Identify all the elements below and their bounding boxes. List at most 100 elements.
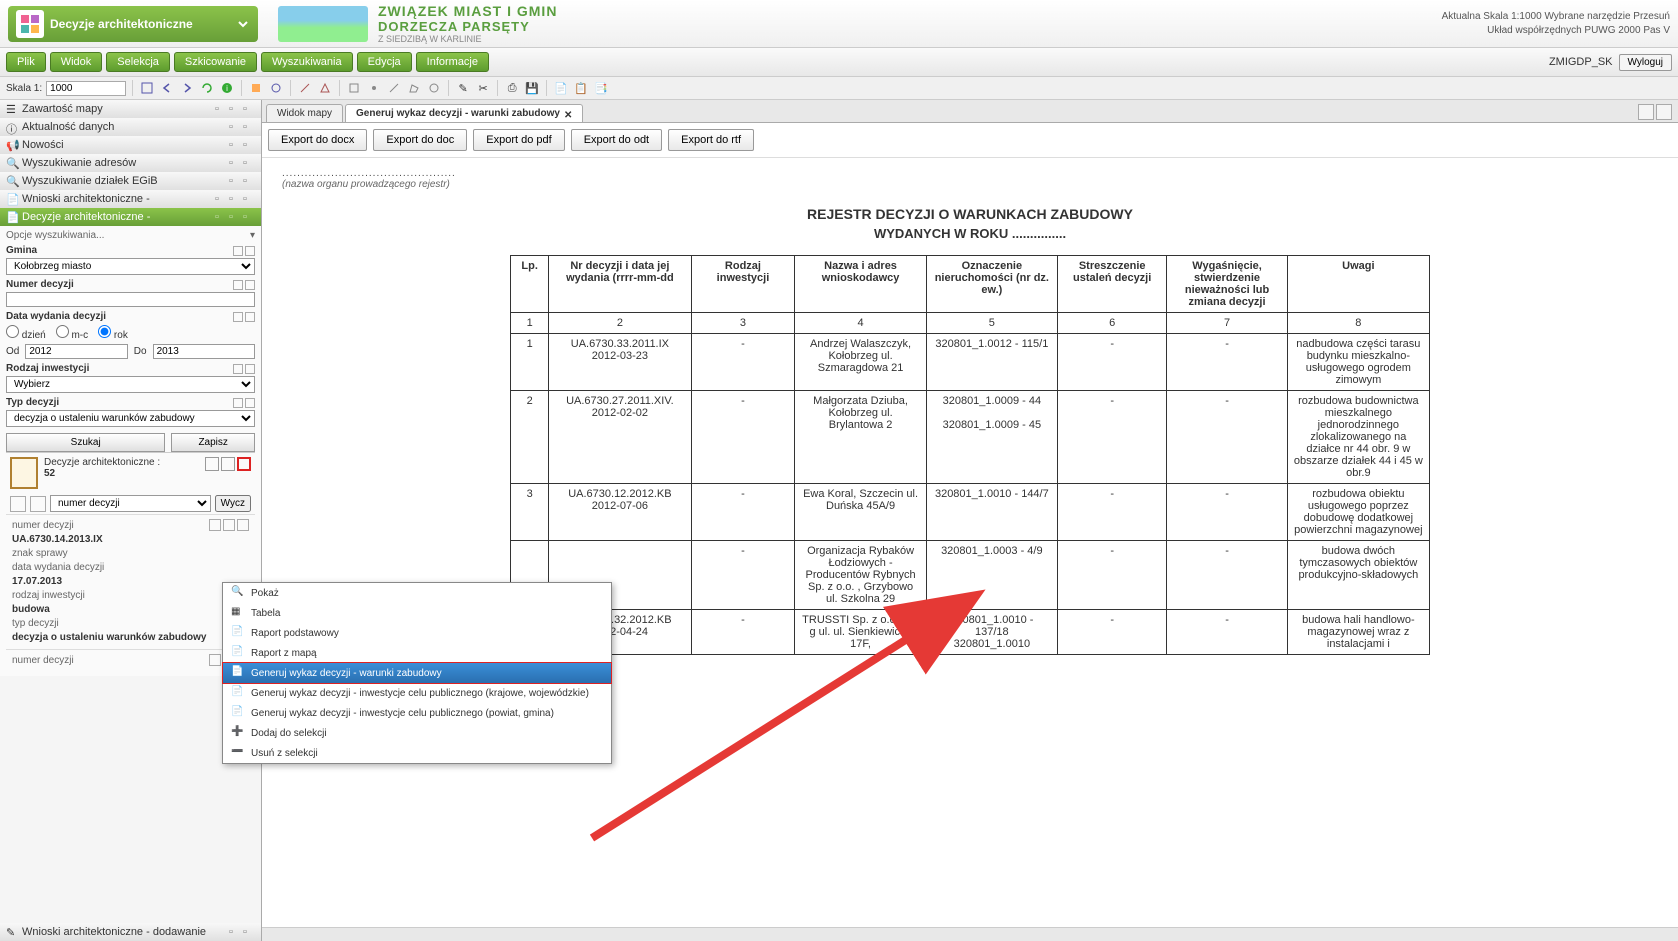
sidebar-item-nowosci[interactable]: 📢 Nowości ▫▫ <box>0 136 261 154</box>
app-selector[interactable]: Decyzje architektoniczne <box>8 6 258 42</box>
radio-dzien[interactable]: dzień <box>6 325 46 341</box>
action-icon[interactable]: ▫ <box>243 211 255 223</box>
tool-point-icon[interactable] <box>366 80 382 96</box>
tab-widok-mapy[interactable]: Widok mapy <box>266 104 343 122</box>
result-item[interactable]: numer decyzji UA.6730.14.2013.IX znak sp… <box>6 514 255 649</box>
sidebar-item-zawartosc[interactable]: ☰ Zawartość mapy ▫▫▫ <box>0 100 261 118</box>
clear-icon[interactable] <box>245 364 255 374</box>
tool-select-icon[interactable] <box>346 80 362 96</box>
close-icon[interactable]: ✕ <box>564 110 572 118</box>
context-menu-item[interactable]: 📄Generuj wykaz decyzji - inwestycje celu… <box>223 683 611 703</box>
tool-layers-icon[interactable] <box>248 80 264 96</box>
context-menu-item[interactable]: ▦Tabela <box>223 603 611 623</box>
tool-doc3-icon[interactable]: 📑 <box>593 80 609 96</box>
od-input[interactable] <box>25 344 127 359</box>
rodzaj-select[interactable]: Wybierz <box>6 376 255 393</box>
check-icon[interactable] <box>233 312 243 322</box>
menu-szkicowanie[interactable]: Szkicowanie <box>174 52 257 72</box>
tab-tool-icon[interactable] <box>1656 104 1672 120</box>
action-icon[interactable]: ▫ <box>215 211 227 223</box>
sort-desc-icon[interactable] <box>30 496 46 512</box>
tool-edit1-icon[interactable]: ✎ <box>455 80 471 96</box>
sort-select[interactable]: numer decyzji <box>50 495 211 512</box>
zoom-icon[interactable] <box>209 654 221 666</box>
menu-icon[interactable] <box>237 519 249 531</box>
szukaj-button[interactable]: Szukaj <box>6 433 165 452</box>
sidebar-item-aktualnosc[interactable]: ⓘ Aktualność danych ▫▫ <box>0 118 261 136</box>
tool-doc2-icon[interactable]: 📋 <box>573 80 589 96</box>
clear-icon[interactable] <box>245 398 255 408</box>
action-icon[interactable]: ▫ <box>229 121 241 133</box>
do-input[interactable] <box>153 344 255 359</box>
context-menu-item[interactable]: 📄Raport z mapą <box>223 643 611 663</box>
menu-plik[interactable]: Plik <box>6 52 46 72</box>
action-icon[interactable]: ▫ <box>243 103 255 115</box>
action-icon[interactable]: ▫ <box>229 157 241 169</box>
tool-save-icon[interactable]: 💾 <box>524 80 540 96</box>
action-icon[interactable]: ▫ <box>215 103 227 115</box>
tool-print-icon[interactable]: ⎙ <box>504 80 520 96</box>
collapse-icon[interactable]: ▾ <box>250 230 255 241</box>
tool-zoom-prev-icon[interactable] <box>159 80 175 96</box>
table-icon[interactable] <box>221 457 235 471</box>
clear-icon[interactable] <box>245 246 255 256</box>
action-icon[interactable]: ▫ <box>243 139 255 151</box>
gmina-select[interactable]: Kołobrzeg miasto <box>6 258 255 275</box>
menu-wyszukiwania[interactable]: Wyszukiwania <box>261 52 353 72</box>
check-icon[interactable] <box>233 280 243 290</box>
tool-area-icon[interactable] <box>317 80 333 96</box>
sidebar-item-dzialki[interactable]: 🔍 Wyszukiwanie działek EGiB ▫▫ <box>0 172 261 190</box>
table-icon[interactable] <box>223 519 235 531</box>
zapisz-button[interactable]: Zapisz <box>171 433 255 452</box>
context-menu-item[interactable]: 🔍Pokaż <box>223 583 611 603</box>
menu-selekcja[interactable]: Selekcja <box>106 52 170 72</box>
export-docx-button[interactable]: Export do docx <box>268 129 367 151</box>
clear-icon[interactable] <box>245 312 255 322</box>
tool-zoom-next-icon[interactable] <box>179 80 195 96</box>
tool-edit2-icon[interactable]: ✂ <box>475 80 491 96</box>
tool-pan-icon[interactable] <box>268 80 284 96</box>
action-icon[interactable]: ▫ <box>243 926 255 938</box>
zoom-icon[interactable] <box>209 519 221 531</box>
scale-input[interactable] <box>46 81 126 96</box>
export-rtf-button[interactable]: Export do rtf <box>668 129 754 151</box>
context-menu-item[interactable]: 📄Generuj wykaz decyzji - inwestycje celu… <box>223 703 611 723</box>
action-icon[interactable]: ▫ <box>229 193 241 205</box>
action-icon[interactable]: ▫ <box>229 926 241 938</box>
action-icon[interactable]: ▫ <box>243 175 255 187</box>
search-options-label[interactable]: Opcje wyszukiwania... <box>6 230 104 241</box>
tab-generuj-wykaz[interactable]: Generuj wykaz decyzji - warunki zabudowy… <box>345 104 583 122</box>
check-icon[interactable] <box>233 246 243 256</box>
sidebar-item-wnioski[interactable]: 📄 Wnioski architektoniczne - ▫▫▫ <box>0 190 261 208</box>
action-icon[interactable]: ▫ <box>215 193 227 205</box>
context-menu-item[interactable]: 📄Raport podstawowy <box>223 623 611 643</box>
sidebar-footer-wnioski[interactable]: ✎ Wnioski architektoniczne - dodawanie ▫… <box>0 923 261 941</box>
radio-mc[interactable]: m-c <box>56 325 88 341</box>
export-pdf-button[interactable]: Export do pdf <box>473 129 564 151</box>
sidebar-item-decyzje[interactable]: 📄 Decyzje architektoniczne - ▫▫▫ <box>0 208 261 226</box>
context-menu-item[interactable]: ➕Dodaj do selekcji <box>223 723 611 743</box>
wyczysc-button[interactable]: Wycz <box>215 495 251 512</box>
tool-doc1-icon[interactable]: 📄 <box>553 80 569 96</box>
action-icon[interactable]: ▫ <box>229 103 241 115</box>
radio-rok[interactable]: rok <box>98 325 128 341</box>
tool-measure-icon[interactable] <box>297 80 313 96</box>
check-icon[interactable] <box>233 398 243 408</box>
export-odt-button[interactable]: Export do odt <box>571 129 662 151</box>
menu-informacje[interactable]: Informacje <box>416 52 489 72</box>
tool-line-icon[interactable] <box>386 80 402 96</box>
action-icon[interactable]: ▫ <box>243 193 255 205</box>
numer-input[interactable] <box>6 292 255 307</box>
tab-tool-icon[interactable] <box>1638 104 1654 120</box>
tool-poly-icon[interactable] <box>406 80 422 96</box>
menu-widok[interactable]: Widok <box>50 52 103 72</box>
logout-button[interactable]: Wyloguj <box>1619 54 1672 71</box>
tool-refresh-icon[interactable] <box>199 80 215 96</box>
horizontal-scrollbar[interactable] <box>262 927 1678 941</box>
sort-asc-icon[interactable] <box>10 496 26 512</box>
sidebar-item-adresy[interactable]: 🔍 Wyszukiwanie adresów ▫▫ <box>0 154 261 172</box>
context-menu-item[interactable]: 📄Generuj wykaz decyzji - warunki zabudow… <box>222 662 612 684</box>
action-icon[interactable]: ▫ <box>229 175 241 187</box>
zoom-icon[interactable] <box>205 457 219 471</box>
check-icon[interactable] <box>233 364 243 374</box>
